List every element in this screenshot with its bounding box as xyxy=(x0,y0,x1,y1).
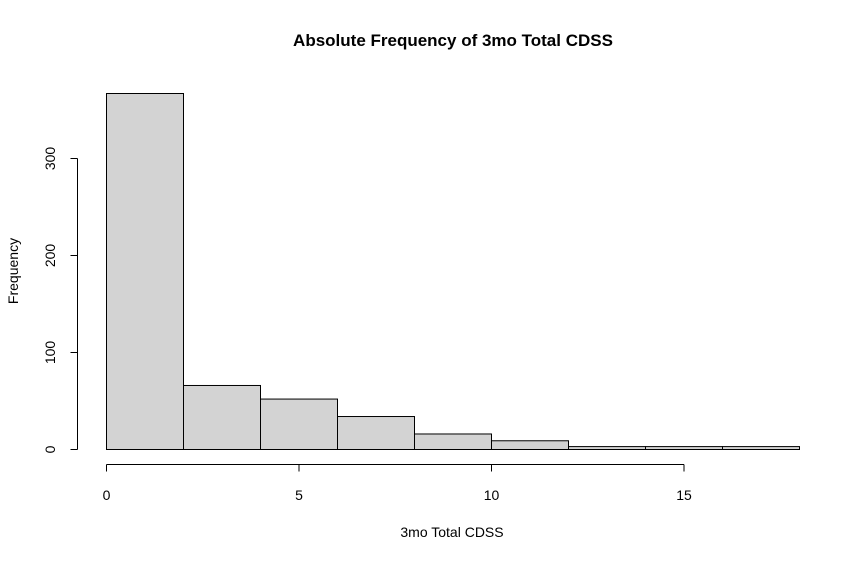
histogram-bar-0 xyxy=(106,93,184,450)
x-tick-label-3: 15 xyxy=(676,487,692,503)
histogram-bar-2 xyxy=(260,398,338,451)
y-tick-label-1: 100 xyxy=(42,341,58,365)
histogram-bar-5 xyxy=(491,440,569,450)
histogram-bar-8 xyxy=(722,446,800,450)
x-axis-label: 3mo Total CDSS xyxy=(400,524,503,540)
x-tick-label-2: 10 xyxy=(484,487,500,503)
y-tick-label-3: 300 xyxy=(42,147,58,171)
histogram-bar-4 xyxy=(414,433,492,450)
x-axis: 0 5 10 15 xyxy=(103,464,692,503)
x-tick-label-0: 0 xyxy=(103,487,111,503)
histogram-bar-3 xyxy=(337,416,415,450)
bars-group xyxy=(106,93,800,451)
chart-title: Absolute Frequency of 3mo Total CDSS xyxy=(293,31,613,50)
histogram-bar-7 xyxy=(645,446,723,450)
y-axis: 0 100 200 300 xyxy=(42,147,78,453)
y-axis-label: Frequency xyxy=(5,238,21,304)
histogram-bar-6 xyxy=(568,446,646,450)
y-tick-label-0: 0 xyxy=(42,445,58,453)
histogram-bar-1 xyxy=(183,384,261,451)
x-tick-label-1: 5 xyxy=(295,487,303,503)
y-tick-label-2: 200 xyxy=(42,244,58,268)
